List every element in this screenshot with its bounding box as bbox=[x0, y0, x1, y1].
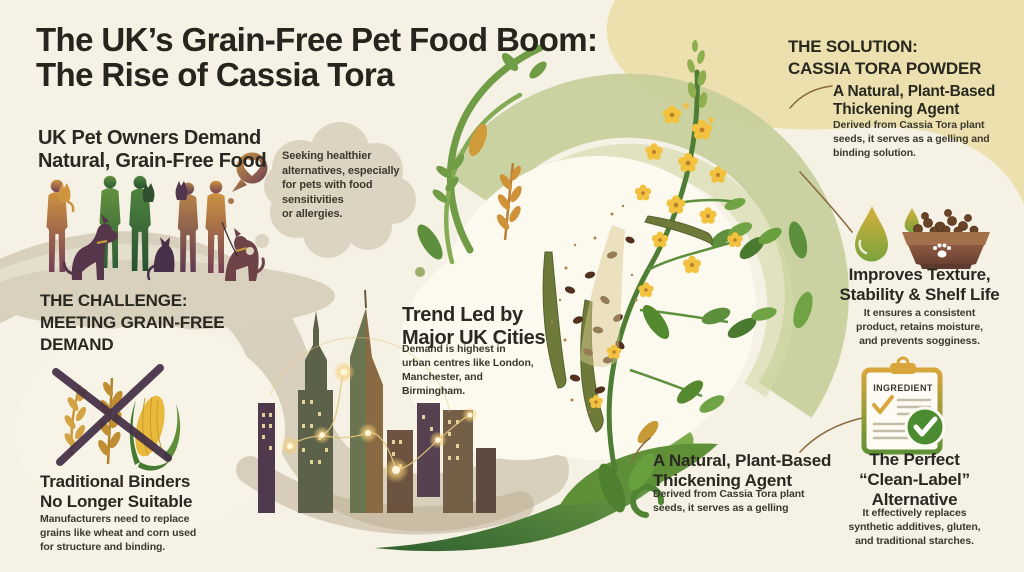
powder-spray bbox=[550, 204, 638, 414]
white-check bbox=[913, 416, 938, 437]
texture-heading: Improves Texture, Stability & Shelf Life bbox=[839, 265, 1000, 305]
crossed-grains-icon bbox=[52, 364, 181, 471]
binders-heading: Traditional Binders No Longer Suitable bbox=[40, 472, 193, 512]
heart-icon bbox=[228, 152, 268, 204]
thickening-top-heading: A Natural, Plant-Based Thickening Agent bbox=[833, 83, 996, 119]
sitting-dog-icon bbox=[62, 214, 118, 280]
sitting-cat-icon bbox=[146, 237, 175, 281]
thought-bubble-text: Seeking healthier alternatives, especial… bbox=[282, 150, 400, 221]
binders-body: Manufacturers need to replace grains lik… bbox=[40, 513, 197, 553]
challenge-heading: THE CHALLENGE: MEETING GRAIN-FREE DEMAND bbox=[40, 291, 225, 354]
held-cat-icon bbox=[142, 183, 155, 202]
clean-label-body: It effectively replaces synthetic additi… bbox=[848, 507, 981, 547]
plant-leaves bbox=[598, 197, 813, 513]
solution-heading: THE SOLUTION: CASSIA TORA POWDER bbox=[788, 37, 982, 78]
city-skyline-illustration bbox=[258, 289, 496, 513]
decorative-stems bbox=[415, 44, 547, 277]
held-cat-icon bbox=[58, 183, 75, 213]
pet-owners-heading: UK Pet Owners Demand Natural, Grain-Free… bbox=[38, 127, 267, 173]
cities-body: Demand is highest in urban centres like … bbox=[402, 343, 534, 397]
texture-body: It ensures a consistent product, retains… bbox=[856, 307, 983, 347]
kibble bbox=[913, 209, 979, 236]
grain-sprig-icon bbox=[496, 162, 522, 241]
page-title: The UK’s Grain-Free Pet Food Boom: The R… bbox=[36, 21, 598, 94]
thickening-top-body: Derived from Cassia Tora plant seeds, it… bbox=[833, 119, 990, 159]
clipboard-icon: INGREDIENT bbox=[861, 356, 946, 455]
cassia-plant-illustration bbox=[542, 40, 813, 513]
glow-nodes bbox=[280, 361, 478, 483]
thought-bubble bbox=[228, 122, 416, 258]
connector-lines bbox=[631, 85, 863, 463]
thickening-bottom-body: Derived from Cassia Tora plant seeds, it… bbox=[653, 488, 805, 514]
thickening-bottom-heading: A Natural, Plant-Based Thickening Agent bbox=[653, 451, 832, 491]
gold-leaf bbox=[637, 420, 659, 444]
clean-label-heading: The Perfect “Clean-Label” Alternative bbox=[859, 450, 970, 510]
held-cat-icon bbox=[175, 181, 188, 200]
leash bbox=[221, 221, 239, 258]
x-cross bbox=[52, 364, 172, 466]
clipboard-label: INGREDIENT bbox=[873, 383, 933, 393]
gold-check bbox=[872, 395, 894, 414]
cities-heading: Trend Led by Major UK Cities bbox=[402, 304, 546, 350]
pet-bowl-icon bbox=[902, 209, 990, 269]
people-pets-illustration bbox=[46, 175, 265, 281]
flower-spike bbox=[683, 40, 714, 123]
paw-print bbox=[933, 243, 951, 258]
